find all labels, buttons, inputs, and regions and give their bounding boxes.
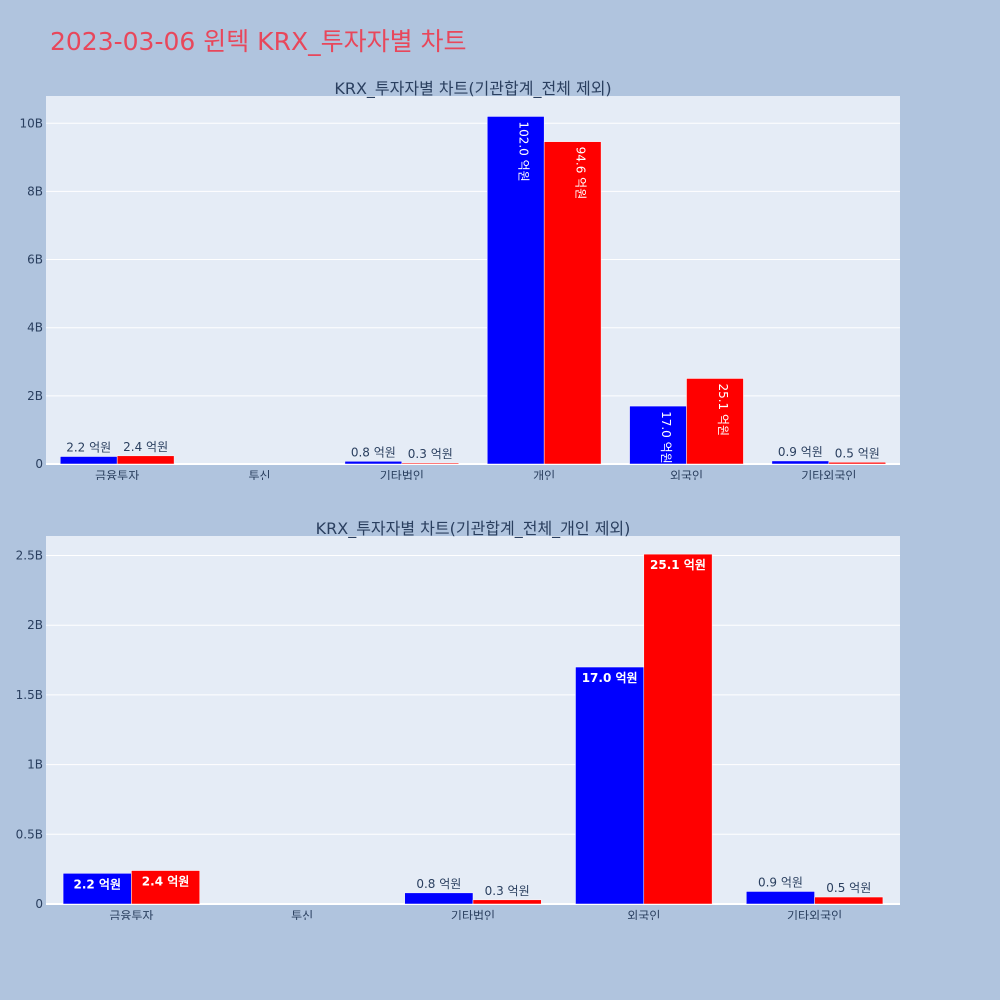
data-label: 2.2 억원 [73, 877, 121, 891]
bar [828, 462, 887, 465]
chart-investor-all: 0 2B 4B 6B 8B 10B KRX_투자자별 차트(기관합계_전체 제외) 금융투자 2… [19, 79, 900, 480]
plot-area [46, 536, 900, 904]
plot-area [46, 96, 900, 464]
x-tick-label: 투신 [248, 469, 270, 480]
bar [344, 461, 403, 465]
chart-title: KRX_투자자별 차트(기관합계_전체 제외) [334, 79, 611, 99]
data-label: 0.8 억원 [351, 445, 396, 459]
y-tick-label: 2B [27, 618, 43, 632]
y-tick-label: 0 [35, 457, 43, 471]
y-tick-label: 10B [19, 116, 43, 130]
bar [643, 553, 713, 905]
x-tick-label: 기타법인 [451, 909, 495, 920]
bar [629, 405, 687, 465]
bar [62, 873, 132, 905]
x-tick-label: 개인 [533, 469, 555, 480]
data-label: 0.8 억원 [416, 877, 461, 891]
data-label: 0.9 억원 [778, 445, 823, 459]
data-label: 94.6 억원 [574, 147, 588, 200]
bar [116, 455, 175, 465]
bar [686, 378, 744, 465]
data-label: 102.0 억원 [517, 121, 531, 181]
data-label: 0.3 억원 [485, 884, 530, 898]
bar [401, 462, 460, 465]
data-label: 25.1 억원 [716, 383, 730, 436]
data-label: 2.4 억원 [123, 440, 168, 454]
data-label: 0.9 억원 [758, 875, 803, 889]
data-label: 2.4 억원 [142, 875, 190, 889]
y-tick-label: 1.5B [16, 688, 43, 702]
bar [404, 892, 474, 905]
x-tick-label: 외국인 [627, 909, 660, 920]
y-tick-label: 0.5B [16, 827, 43, 841]
y-tick-label: 6B [27, 253, 43, 267]
bar [131, 870, 200, 905]
bar [771, 460, 830, 465]
chart-title: KRX_투자자별 차트(기관합계_전체_개인 제외) [316, 519, 631, 539]
y-tick-label: 0 [35, 897, 43, 911]
data-label: 17.0 억원 [582, 671, 638, 685]
x-tick-label: 기타외국인 [787, 909, 842, 920]
data-label: 0.5 억원 [826, 881, 871, 895]
x-tick-label: 금융투자 [109, 909, 153, 920]
bar [746, 891, 815, 905]
page-title: 2023-03-06 윈텍 KRX_투자자별 차트 [50, 27, 467, 56]
bar [814, 896, 884, 905]
data-label: 17.0 억원 [659, 411, 673, 464]
bar [486, 116, 545, 465]
data-label: 2.2 억원 [66, 441, 111, 455]
x-tick-label: 기타외국인 [801, 469, 856, 480]
data-label: 0.5 억원 [835, 446, 880, 460]
bar [575, 666, 645, 905]
y-tick-label: 8B [27, 184, 43, 198]
y-tick-label: 2.5B [16, 549, 43, 563]
bar [543, 141, 602, 465]
x-tick-label: 금융투자 [95, 469, 139, 480]
chart-investor-excl-individual: 0 0.5B 1B 1.5B 2B 2.5B KRX_투자자별 차트(기관합계_전체_개인 … [16, 519, 900, 920]
y-tick-label: 1B [27, 758, 43, 772]
bar [472, 899, 542, 905]
x-tick-label: 투신 [291, 909, 313, 920]
data-label: 0.3 억원 [408, 447, 453, 461]
x-tick-label: 외국인 [670, 469, 703, 480]
y-tick-label: 4B [27, 321, 43, 335]
y-tick-label: 2B [27, 389, 43, 403]
x-tick-label: 기타법인 [380, 469, 424, 480]
bar [59, 456, 118, 465]
data-label: 25.1 억원 [650, 558, 706, 572]
